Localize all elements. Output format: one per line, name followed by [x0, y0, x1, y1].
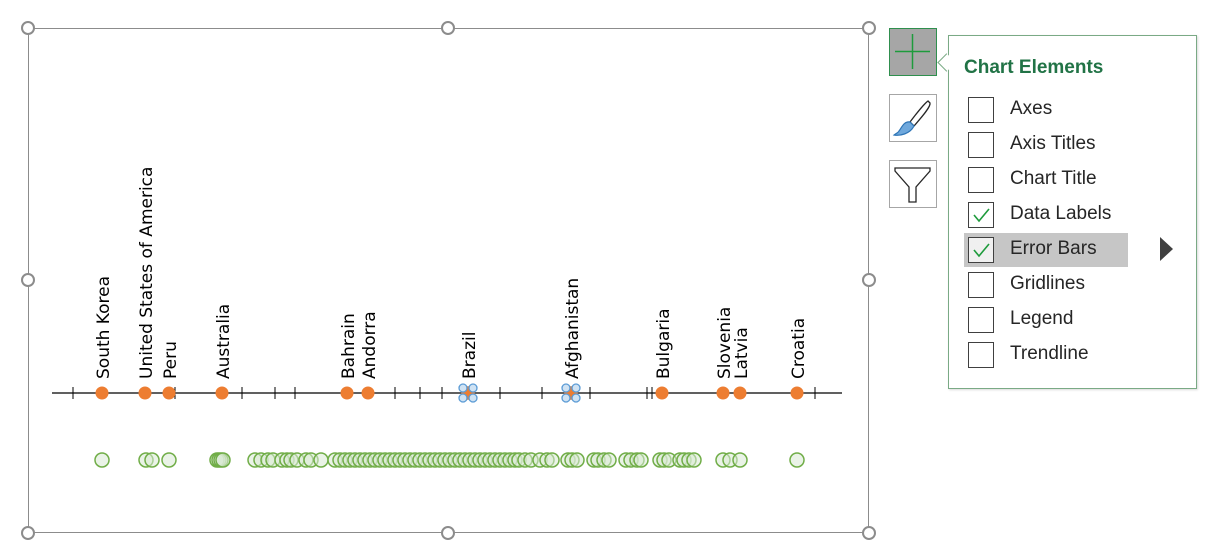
data-label[interactable]: Bahrain	[339, 313, 359, 379]
data-point-green[interactable]	[215, 452, 231, 468]
chart-element-chart-title[interactable]: Chart Title	[964, 163, 1128, 197]
data-point-orange[interactable]	[733, 386, 747, 400]
data-point-orange[interactable]	[716, 386, 730, 400]
data-label[interactable]: Australia	[214, 304, 234, 379]
selection-handle	[458, 383, 468, 393]
checkbox[interactable]	[968, 307, 994, 333]
plus-icon	[895, 34, 930, 69]
chart-element-error-bars[interactable]: Error Bars	[964, 233, 1128, 267]
checkbox[interactable]	[968, 132, 994, 158]
resize-handle-top-left[interactable]	[21, 21, 35, 35]
data-label[interactable]: South Korea	[94, 276, 114, 379]
data-point-orange[interactable]	[95, 386, 109, 400]
data-label[interactable]: Peru	[161, 341, 181, 379]
selection-handle	[468, 393, 478, 403]
chart-element-label: Data Labels	[1010, 203, 1112, 224]
chart-element-label: Chart Title	[1010, 168, 1097, 189]
resize-handle-left[interactable]	[21, 273, 35, 287]
selection-handle	[561, 393, 571, 403]
chart-element-label: Gridlines	[1010, 273, 1085, 294]
data-label[interactable]: Croatia	[789, 318, 809, 379]
data-point-green[interactable]	[789, 452, 805, 468]
checkbox[interactable]	[968, 272, 994, 298]
checkbox[interactable]	[968, 237, 994, 263]
checkbox[interactable]	[968, 97, 994, 123]
chart-element-label: Trendline	[1010, 343, 1089, 364]
data-point-orange[interactable]	[215, 386, 229, 400]
data-point-green[interactable]	[161, 452, 177, 468]
selection-handle	[571, 383, 581, 393]
checkbox[interactable]	[968, 202, 994, 228]
data-point-orange[interactable]	[162, 386, 176, 400]
selection-handle	[468, 383, 478, 393]
data-label[interactable]: Afghanistan	[563, 278, 583, 379]
data-label[interactable]: Latvia	[732, 327, 752, 379]
data-point-green[interactable]	[144, 452, 160, 468]
checkbox[interactable]	[968, 167, 994, 193]
chart-element-gridlines[interactable]: Gridlines	[964, 268, 1128, 302]
chart-styles-button[interactable]	[889, 94, 937, 142]
panel-title: Chart Elements	[964, 57, 1104, 78]
chart-elements-button[interactable]	[889, 28, 937, 76]
funnel-icon	[894, 167, 931, 203]
resize-handle-top[interactable]	[441, 21, 455, 35]
data-point-green[interactable]	[94, 452, 110, 468]
data-point-green[interactable]	[313, 452, 329, 468]
error-bars-submenu-arrow-icon[interactable]	[1160, 237, 1173, 261]
data-point-orange[interactable]	[790, 386, 804, 400]
selection-handle	[571, 393, 581, 403]
data-point-orange[interactable]	[655, 386, 669, 400]
resize-handle-right[interactable]	[862, 273, 876, 287]
data-label[interactable]: Bulgaria	[654, 309, 674, 380]
data-point-green[interactable]	[686, 452, 702, 468]
data-point-orange[interactable]	[138, 386, 152, 400]
chart-element-label: Legend	[1010, 308, 1074, 329]
chart-element-label: Error Bars	[1010, 238, 1097, 259]
chart-element-data-labels[interactable]: Data Labels	[964, 198, 1128, 232]
resize-handle-top-right[interactable]	[862, 21, 876, 35]
chart-element-trendline[interactable]: Trendline	[964, 338, 1128, 372]
checkbox[interactable]	[968, 342, 994, 368]
data-label[interactable]: Andorra	[360, 311, 380, 379]
chart-element-axis-titles[interactable]: Axis Titles	[964, 128, 1128, 162]
resize-handle-bottom-right[interactable]	[862, 526, 876, 540]
data-point-green[interactable]	[569, 452, 585, 468]
chart-filters-button[interactable]	[889, 160, 937, 208]
selection-handle	[561, 383, 571, 393]
resize-handle-bottom[interactable]	[441, 526, 455, 540]
data-point-green[interactable]	[544, 452, 560, 468]
data-point-green[interactable]	[601, 452, 617, 468]
resize-handle-bottom-left[interactable]	[21, 526, 35, 540]
chart-elements-panel: Chart Elements Axes Axis Titles Chart Titl…	[948, 35, 1197, 389]
checkmark-icon	[973, 243, 990, 258]
chart-element-legend[interactable]: Legend	[964, 303, 1128, 337]
checkmark-icon	[973, 208, 990, 223]
chart-element-axes[interactable]: Axes	[964, 93, 1128, 127]
chart-element-label: Axis Titles	[1010, 133, 1096, 154]
chart-element-label: Axes	[1010, 98, 1053, 119]
data-point-green[interactable]	[633, 452, 649, 468]
data-point-green[interactable]	[732, 452, 748, 468]
data-label[interactable]: Brazil	[460, 332, 480, 379]
selection-handle	[458, 393, 468, 403]
data-point-orange[interactable]	[340, 386, 354, 400]
data-point-orange[interactable]	[361, 386, 375, 400]
data-label[interactable]: United States of America	[137, 167, 157, 379]
data-label[interactable]: Slovenia	[715, 307, 735, 379]
paintbrush-icon	[892, 100, 931, 136]
